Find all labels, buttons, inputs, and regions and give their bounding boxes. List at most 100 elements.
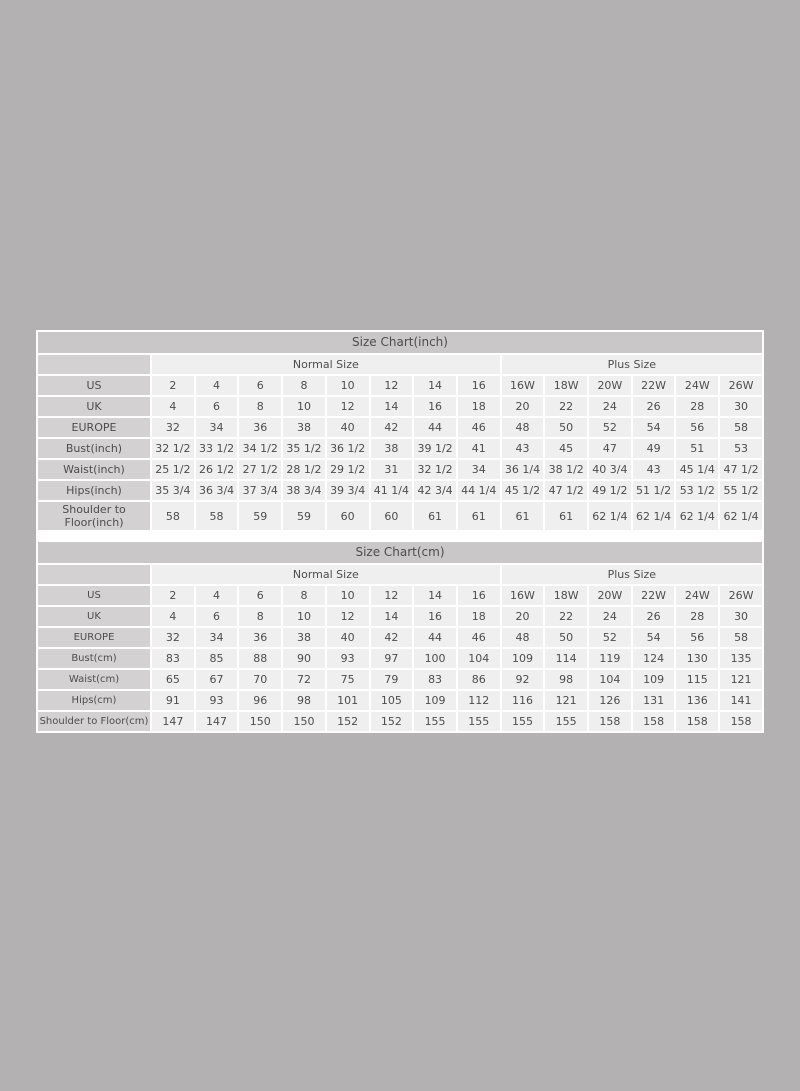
group-header: Normal Size — [152, 355, 500, 374]
row-label: Waist(cm) — [38, 670, 150, 689]
row-label: US — [38, 586, 150, 605]
size-value-cell: 24 — [589, 397, 631, 416]
size-value-cell: 30 — [720, 397, 762, 416]
size-value-cell: 30 — [720, 607, 762, 626]
size-value-cell: 40 — [326, 628, 369, 647]
size-value-cell: 2 — [152, 586, 194, 605]
size-value-cell: 158 — [589, 712, 631, 731]
table-row: UK 4 6 8 10 12 14 16 18 20 22 24 26 28 30 — [38, 397, 762, 416]
row-label: Bust(cm) — [38, 649, 150, 668]
size-value-cell: 4 — [152, 607, 194, 626]
size-value-cell: 121 — [545, 691, 588, 710]
size-value-cell: 37 3/4 — [239, 481, 282, 500]
size-value-cell: 48 — [501, 418, 544, 437]
size-value-cell: 24 — [589, 607, 631, 626]
size-value-cell: 43 — [501, 439, 544, 458]
size-value-cell: 4 — [195, 376, 238, 395]
size-value-cell: 49 — [632, 439, 675, 458]
size-value-cell: 112 — [457, 691, 500, 710]
size-value-cell: 38 1/2 — [545, 460, 588, 479]
size-value-cell: 26 — [632, 607, 675, 626]
size-value-cell: 72 — [283, 670, 325, 689]
size-value-cell: 10 — [283, 397, 325, 416]
size-value-cell: 26W — [720, 376, 762, 395]
size-value-cell: 14 — [370, 397, 413, 416]
table-row: Hips(cm) 91 93 96 98 101 105 109 112 116 121 126 131… — [38, 691, 762, 710]
size-value-cell: 59 — [239, 502, 282, 530]
row-label: Waist(inch) — [38, 460, 150, 479]
size-value-cell: 52 — [589, 628, 631, 647]
size-value-cell: 56 — [676, 418, 719, 437]
size-value-cell: 109 — [414, 691, 456, 710]
table-row: Shoulder to Floor(cm) 147 147 150 150 152 152 1… — [38, 712, 762, 731]
size-value-cell: 40 3/4 — [589, 460, 631, 479]
size-value-cell: 155 — [501, 712, 544, 731]
size-value-cell: 47 1/2 — [720, 460, 762, 479]
size-value-cell: 36 3/4 — [195, 481, 238, 500]
size-value-cell: 56 — [676, 628, 719, 647]
size-value-cell: 6 — [195, 607, 238, 626]
size-value-cell: 59 — [283, 502, 325, 530]
size-value-cell: 12 — [370, 376, 413, 395]
size-value-cell: 115 — [676, 670, 719, 689]
size-value-cell: 22 — [545, 607, 588, 626]
size-value-cell: 147 — [195, 712, 238, 731]
size-value-cell: 155 — [414, 712, 456, 731]
size-value-cell: 62 1/4 — [589, 502, 631, 530]
size-value-cell: 14 — [414, 586, 456, 605]
size-value-cell: 28 — [676, 607, 719, 626]
table-row: UK 4 6 8 10 12 14 16 18 20 22 24 26 28 30 — [38, 607, 762, 626]
group-header-row: Normal Size Plus Size — [38, 355, 762, 374]
size-value-cell: 152 — [370, 712, 413, 731]
size-value-cell: 130 — [676, 649, 719, 668]
size-value-cell: 28 1/2 — [283, 460, 325, 479]
size-value-cell: 12 — [370, 586, 413, 605]
size-value-cell: 18W — [545, 376, 588, 395]
size-value-cell: 158 — [632, 712, 675, 731]
size-value-cell: 45 1/2 — [501, 481, 544, 500]
table-row: US 2 4 6 8 10 12 14 16 16W 18W 20W 22W 24W 26W — [38, 586, 762, 605]
size-value-cell: 53 — [720, 439, 762, 458]
size-value-cell: 62 1/4 — [676, 502, 719, 530]
size-value-cell: 16 — [457, 586, 500, 605]
size-value-cell: 36 — [239, 628, 282, 647]
size-value-cell: 12 — [326, 397, 369, 416]
size-value-cell: 54 — [632, 628, 675, 647]
size-value-cell: 62 1/4 — [720, 502, 762, 530]
size-value-cell: 20W — [589, 376, 631, 395]
size-value-cell: 91 — [152, 691, 194, 710]
table-row: US 2 4 6 8 10 12 14 16 16W 18W 20W 22W 24W 26W — [38, 376, 762, 395]
size-value-cell: 44 — [414, 418, 456, 437]
size-value-cell: 42 — [370, 628, 413, 647]
size-value-cell: 25 1/2 — [152, 460, 194, 479]
size-value-cell: 41 1/4 — [370, 481, 413, 500]
size-value-cell: 141 — [720, 691, 762, 710]
group-header: Plus Size — [501, 355, 762, 374]
size-value-cell: 32 — [152, 628, 194, 647]
size-value-cell: 155 — [457, 712, 500, 731]
size-value-cell: 10 — [283, 607, 325, 626]
size-value-cell: 135 — [720, 649, 762, 668]
size-chart-title: Size Chart(inch) — [38, 332, 762, 353]
size-value-cell: 31 — [370, 460, 413, 479]
size-value-cell: 53 1/2 — [676, 481, 719, 500]
table-row: EUROPE 32 34 36 38 40 42 44 46 48 50 52 54 56 58 — [38, 628, 762, 647]
size-value-cell: 26 — [632, 397, 675, 416]
table-row: Hips(inch) 35 3/4 36 3/4 37 3/4 38 3/4 39 3/4… — [38, 481, 762, 500]
size-value-cell: 67 — [195, 670, 238, 689]
size-value-cell: 36 1/2 — [326, 439, 369, 458]
size-chart-title: Size Chart(cm) — [38, 542, 762, 563]
size-value-cell: 46 — [457, 628, 500, 647]
size-value-cell: 49 1/2 — [589, 481, 631, 500]
size-value-cell: 79 — [370, 670, 413, 689]
size-value-cell: 38 — [283, 418, 325, 437]
size-chart-panel: Size Chart(inch) Normal Size Plus Size US 2 4… — [36, 330, 764, 733]
size-value-cell: 26 1/2 — [195, 460, 238, 479]
spacer-cell — [38, 565, 150, 584]
size-value-cell: 92 — [501, 670, 544, 689]
size-value-cell: 32 — [152, 418, 194, 437]
size-value-cell: 155 — [545, 712, 588, 731]
size-value-cell: 119 — [589, 649, 631, 668]
row-label: Hips(cm) — [38, 691, 150, 710]
size-value-cell: 2 — [152, 376, 194, 395]
